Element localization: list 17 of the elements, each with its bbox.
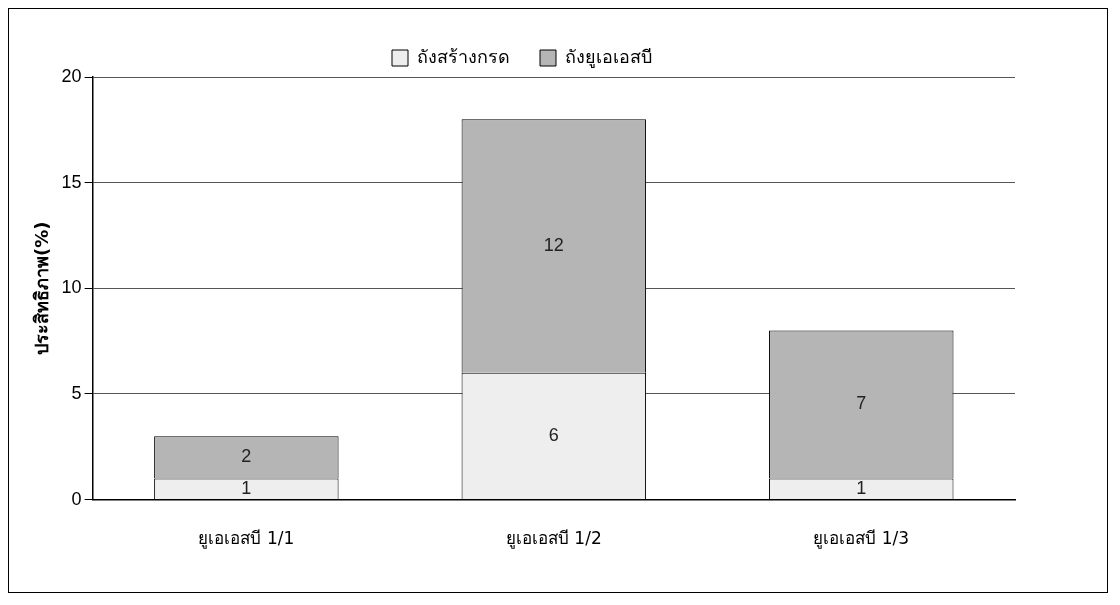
y-tick-label: 20 [61,65,82,86]
y-tick-label: 15 [61,171,82,192]
y-tick-label: 10 [61,277,82,298]
x-tick-label: ยูเอเอสบี 1/3 [813,528,910,550]
data-label: 12 [543,235,564,256]
data-label: 6 [548,424,559,445]
y-axis-title: ประสิทธิภาพ(%) [31,221,53,356]
data-label: 1 [241,477,252,498]
y-tick-label: 5 [71,382,82,403]
x-tick-label: ยูเอเอสบี 1/1 [198,528,295,550]
data-label: 2 [241,446,252,467]
y-tick-label: 0 [71,488,82,509]
data-label: 1 [856,477,867,498]
data-label: 7 [856,393,867,414]
legend-label: ถังสร้างกรด [417,45,510,67]
legend-label: ถังยูเอเอสบี [565,45,652,68]
x-tick-label: ยูเอเอสบี 1/2 [505,528,602,550]
